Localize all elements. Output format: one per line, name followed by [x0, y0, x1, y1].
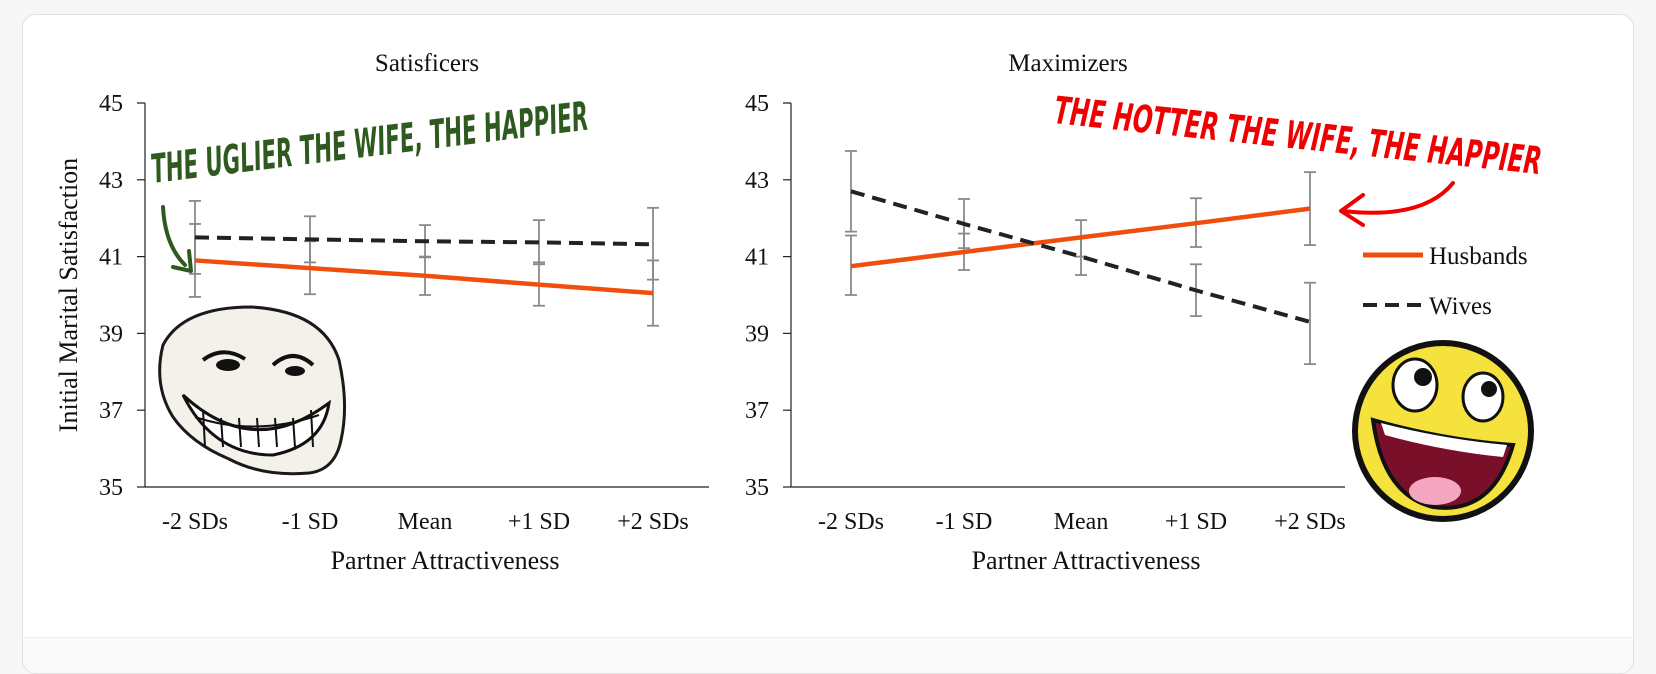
- x-tick-label: -2 SDs: [818, 509, 884, 535]
- series-line-husbands: [194, 258, 654, 296]
- x-tick-label: Mean: [1054, 509, 1109, 535]
- x-tick-label: +1 SD: [508, 509, 570, 535]
- annotation-arrow: [161, 205, 193, 273]
- series-line-husbands: [850, 206, 1311, 269]
- panel-1: Maximizers 35 37 39 41 43 45 -2 SDs -1 SD Mean +1 …: [745, 50, 1544, 575]
- y-tick-label: 45: [745, 91, 769, 117]
- legend-label: Wives: [1429, 293, 1492, 320]
- error-bar: [1304, 281, 1316, 366]
- x-tick-label: -1 SD: [936, 509, 993, 535]
- chart-figure: Satisficers 35 37 39 41 43 45 -2 SDs -1 SD Mean +1…: [54, 50, 1544, 575]
- error-bar: [533, 219, 545, 266]
- x-tick-label: -1 SD: [282, 509, 339, 535]
- y-tick-label: 41: [99, 245, 123, 271]
- y-tick-label: 43: [745, 168, 769, 194]
- annotation-arrow: [1339, 181, 1455, 227]
- x-tick-label: +2 SDs: [617, 509, 689, 535]
- troll-face-icon: [158, 305, 347, 476]
- figure-card: Satisficers 35 37 39 41 43 45 -2 SDs -1 SD Mean +1…: [22, 14, 1634, 674]
- x-tick-label: +2 SDs: [1274, 509, 1346, 535]
- x-tick-label: +1 SD: [1165, 509, 1227, 535]
- annotation-text: THE HOTTER THE WIFE, THE HAPPIER: [1052, 88, 1544, 183]
- y-tick-label: 37: [745, 398, 769, 424]
- y-tick-label: 41: [745, 245, 769, 271]
- y-tick-label: 39: [745, 321, 769, 347]
- panel-title: Maximizers: [1008, 50, 1127, 77]
- series-line-wives: [194, 235, 654, 247]
- x-tick-label: Mean: [398, 509, 453, 535]
- error-bar: [647, 206, 659, 281]
- legend-label: Husbands: [1429, 243, 1528, 270]
- y-axis-label: Initial Marital Satisfaction: [54, 158, 83, 432]
- y-tick-label: 43: [99, 168, 123, 194]
- awesome-face-icon: [1352, 340, 1534, 522]
- annotation-text: THE UGLIER THE WIFE, THE HAPPIER: [149, 94, 591, 193]
- x-tick-label: -2 SDs: [162, 509, 228, 535]
- y-tick-label: 45: [99, 91, 123, 117]
- y-tick-label: 35: [99, 475, 123, 501]
- panel-0: Satisficers 35 37 39 41 43 45 -2 SDs -1 SD Mean +1…: [54, 50, 709, 575]
- panel-title: Satisficers: [375, 50, 479, 77]
- y-tick-label: 39: [99, 321, 123, 347]
- series-line-wives: [850, 189, 1311, 324]
- x-axis-label: Partner Attractiveness: [972, 546, 1201, 575]
- x-axis-label: Partner Attractiveness: [331, 546, 560, 575]
- y-tick-label: 37: [99, 398, 123, 424]
- y-tick-label: 35: [745, 475, 769, 501]
